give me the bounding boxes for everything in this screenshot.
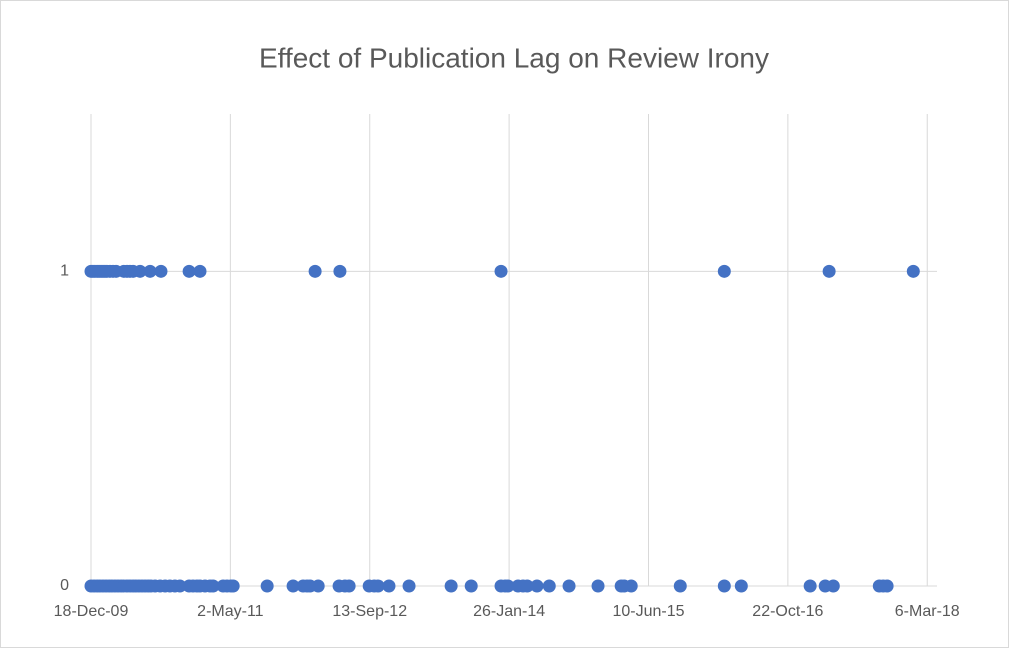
x-tick-label: 2-May-11	[197, 603, 263, 620]
point	[260, 579, 274, 593]
point	[530, 579, 544, 593]
point	[624, 579, 638, 593]
point	[133, 264, 147, 278]
x-tick-label: 13-Sep-12	[332, 603, 407, 620]
point	[734, 579, 748, 593]
y-tick-label: 1	[60, 263, 69, 280]
point	[906, 264, 920, 278]
point	[286, 579, 300, 593]
point	[226, 579, 240, 593]
point	[826, 579, 840, 593]
point	[342, 579, 356, 593]
x-tick-label: 22-Oct-16	[752, 603, 823, 620]
point	[382, 579, 396, 593]
x-tick-label: 6-Mar-18	[895, 603, 960, 620]
point	[143, 264, 157, 278]
point	[803, 579, 817, 593]
point	[562, 579, 576, 593]
point	[717, 579, 731, 593]
point	[717, 264, 731, 278]
point	[501, 579, 515, 593]
chart-title: Effect of Publication Lag on Review Iron…	[259, 42, 769, 73]
point	[673, 579, 687, 593]
point	[193, 264, 207, 278]
point	[206, 579, 220, 593]
x-tick-label: 18-Dec-09	[54, 603, 129, 620]
point	[444, 579, 458, 593]
point	[494, 264, 508, 278]
point	[464, 579, 478, 593]
point	[311, 579, 325, 593]
point	[542, 579, 556, 593]
y-tick-label: 0	[60, 577, 69, 594]
x-tick-label: 10-Jun-15	[612, 603, 684, 620]
point	[308, 264, 322, 278]
point	[182, 264, 196, 278]
point	[822, 264, 836, 278]
x-tick-label: 26-Jan-14	[473, 603, 545, 620]
point	[591, 579, 605, 593]
point	[173, 579, 187, 593]
point	[371, 579, 385, 593]
point	[520, 579, 534, 593]
point	[880, 579, 894, 593]
point	[402, 579, 416, 593]
point	[333, 264, 347, 278]
point	[154, 264, 168, 278]
